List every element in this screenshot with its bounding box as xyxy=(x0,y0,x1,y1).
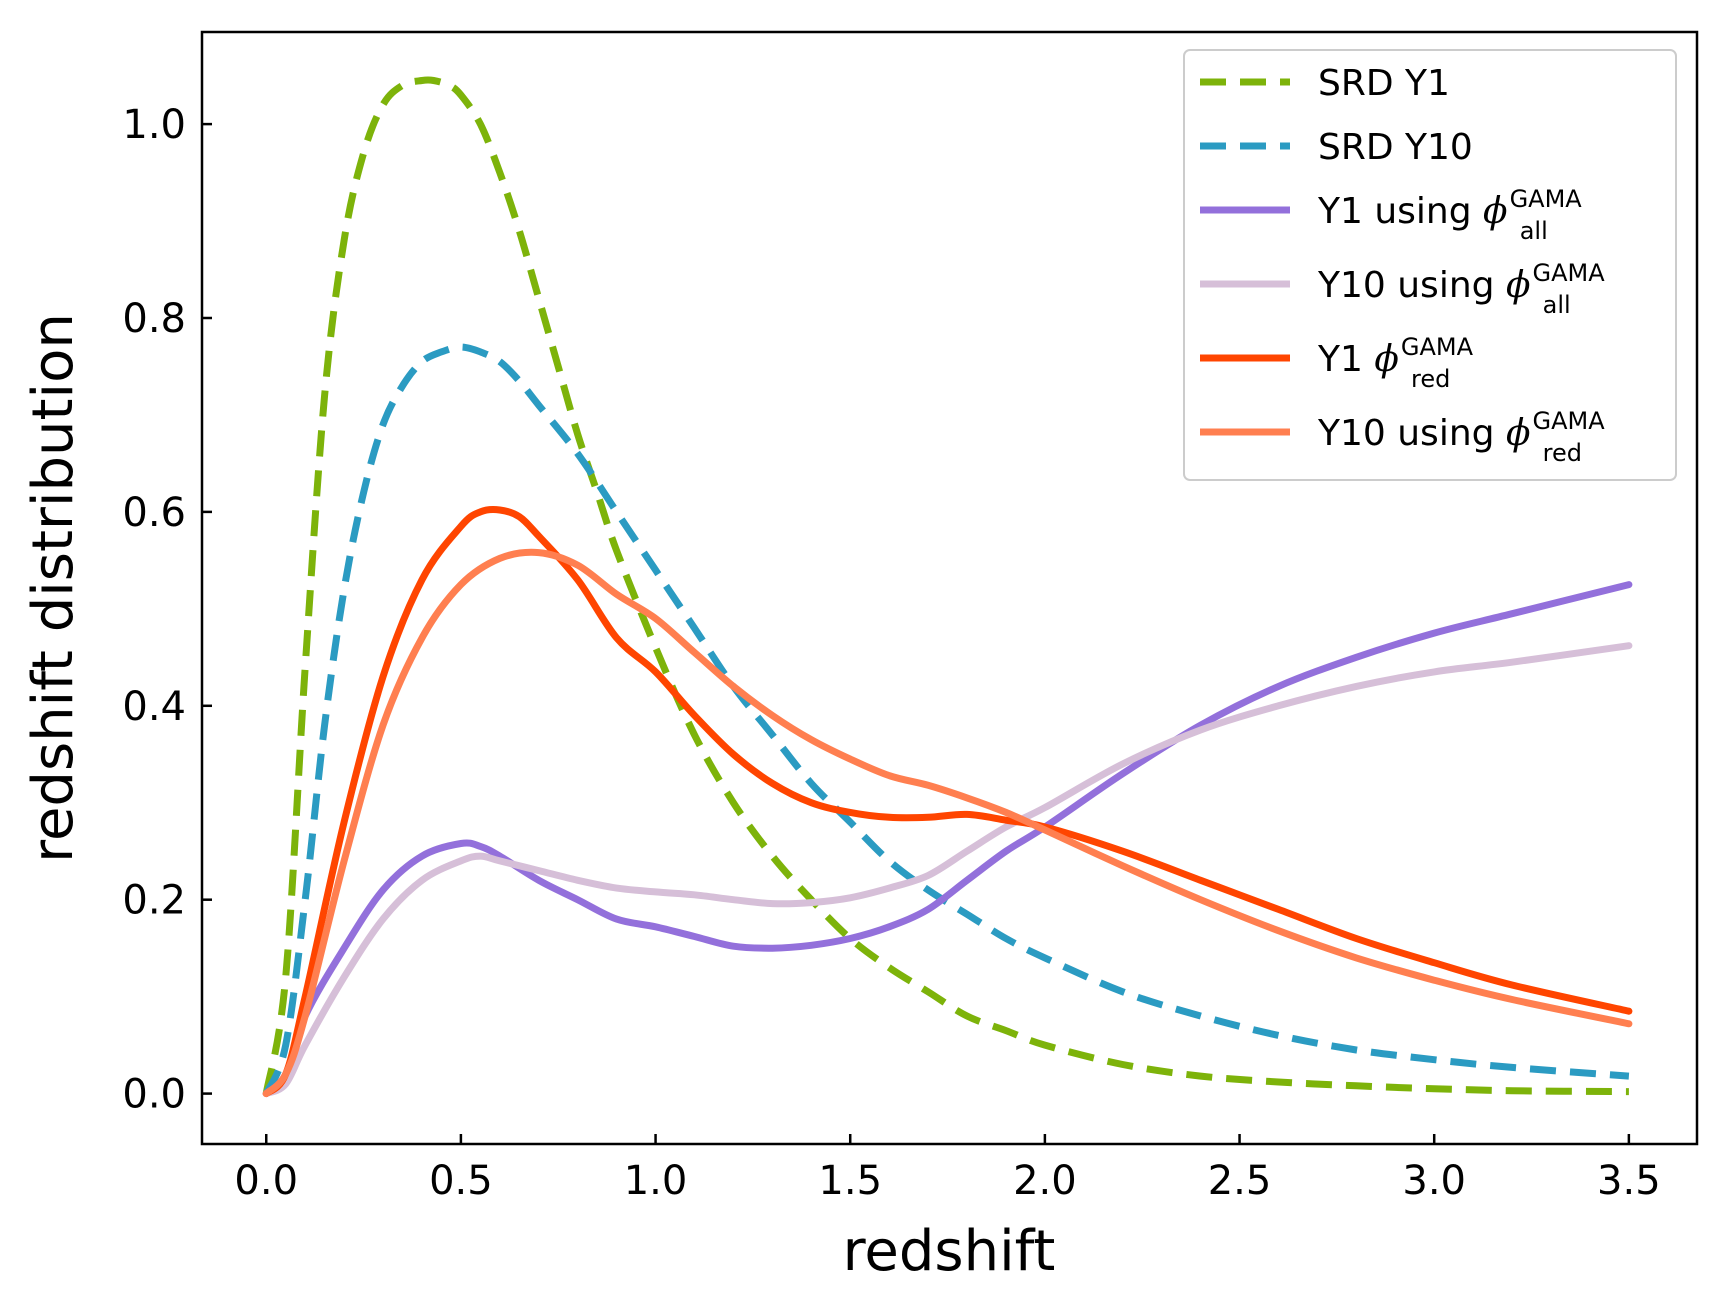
y-tick-label: 0.4 xyxy=(122,684,186,730)
series-line-5 xyxy=(262,505,1633,1098)
x-tick-label: 3.5 xyxy=(1597,1158,1661,1204)
x-axis-title: redshift xyxy=(843,1219,1056,1284)
series-line-1 xyxy=(262,76,1629,1096)
x-tick-label: 3.0 xyxy=(1402,1158,1466,1204)
plot-frame xyxy=(200,30,1699,1146)
x-tick-label: 0.5 xyxy=(429,1158,493,1204)
legend-label-2: SRD Y10 xyxy=(1318,127,1473,168)
y-tick-label: 0.8 xyxy=(122,296,186,342)
y-axis-title: redshift distribution xyxy=(21,313,86,863)
x-tick-label: 2.5 xyxy=(1208,1158,1272,1204)
series-line-4 xyxy=(262,642,1633,1098)
legend-label-6: Y10 using ϕGAMA red xyxy=(1317,407,1605,467)
series-line-3 xyxy=(262,581,1633,1098)
legend-label-1: SRD Y1 xyxy=(1318,63,1450,104)
series-layer xyxy=(262,76,1633,1098)
legend: SRD Y1 SRD Y10 Y1 using ϕGAMA all Y10 using … xyxy=(1183,49,1677,481)
series-line-2 xyxy=(262,343,1630,1096)
y-tick-label: 0.2 xyxy=(122,878,186,924)
series-line-6 xyxy=(262,548,1633,1098)
ticks-layer: 0.0 0.5 1.0 1.5 2.0 2.5 3.0 3.5 0.0 0.2 0.4 0.6 0.8 1… xyxy=(122,102,1660,1204)
x-tick-label: 0.0 xyxy=(234,1158,298,1204)
y-tick-label: 0.6 xyxy=(122,490,186,536)
legend-label-5: Y1 ϕGAMA red xyxy=(1317,333,1474,393)
x-tick-label: 1.0 xyxy=(624,1158,688,1204)
x-tick-label: 2.0 xyxy=(1013,1158,1077,1204)
legend-label-4: Y10 using ϕGAMA all xyxy=(1317,259,1605,319)
y-tick-label: 0.0 xyxy=(122,1072,186,1118)
y-tick-label: 1.0 xyxy=(122,102,186,148)
legend-box xyxy=(1183,49,1677,481)
x-tick-label: 1.5 xyxy=(818,1158,882,1204)
legend-label-3: Y1 using ϕGAMA all xyxy=(1317,185,1582,245)
